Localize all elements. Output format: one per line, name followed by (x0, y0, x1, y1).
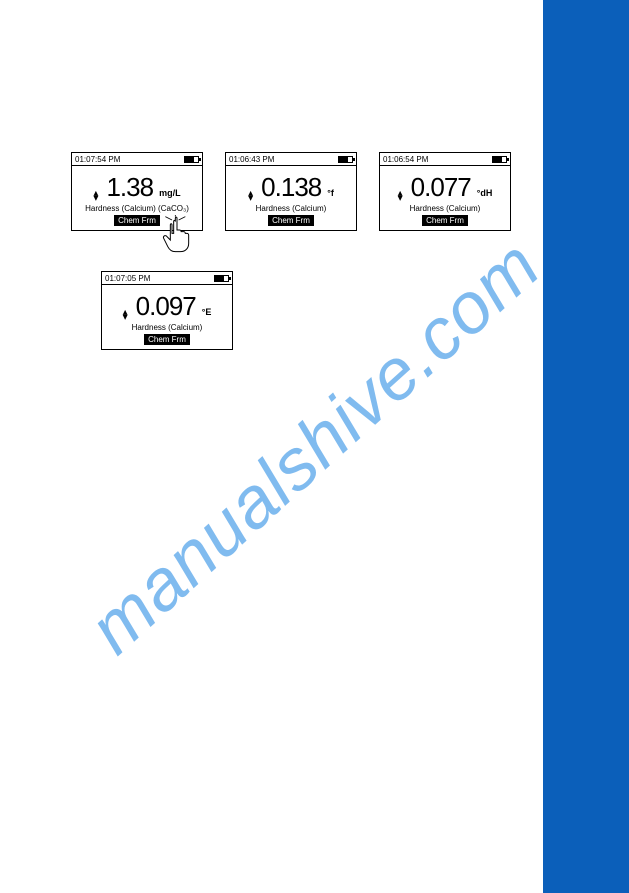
chem-frm-button[interactable]: Chem Frm (144, 334, 190, 345)
reading-label: Hardness (Calcium) (132, 323, 203, 332)
device-screen: 01:07:54 PM ▴▾ 1.38 mg/L Hardness (Calci… (71, 152, 203, 231)
updown-arrows-icon: ▴▾ (248, 191, 253, 201)
chem-frm-button[interactable]: Chem Frm (422, 215, 468, 226)
battery-fill (493, 157, 502, 162)
screens-container: 01:07:54 PM ▴▾ 1.38 mg/L Hardness (Calci… (71, 152, 511, 390)
reading-line: ▴▾ 0.097 °E (106, 291, 228, 322)
battery-icon (184, 156, 199, 163)
watermark: manualshive.com (0, 0, 629, 893)
reading-value: 0.138 (261, 172, 321, 203)
reading-label: Hardness (Calcium) (410, 204, 481, 213)
reading-label: Hardness (Calcium) (CaCO₃) (85, 204, 189, 213)
battery-icon (338, 156, 353, 163)
device-screen: 01:06:54 PM ▴▾ 0.077 °dH Hardness (Calci… (379, 152, 511, 231)
screen-header: 01:07:05 PM (102, 272, 232, 285)
reading-line: ▴▾ 1.38 mg/L (76, 172, 198, 203)
reading-unit: °dH (477, 188, 493, 198)
screens-row-1: 01:07:54 PM ▴▾ 1.38 mg/L Hardness (Calci… (71, 152, 511, 231)
screens-row-2: 01:07:05 PM ▴▾ 0.097 °E Hardness (Calciu… (101, 271, 511, 350)
updown-arrows-icon: ▴▾ (123, 310, 128, 320)
screen-header: 01:06:43 PM (226, 153, 356, 166)
screen-time: 01:06:43 PM (229, 155, 274, 164)
reading-unit: °E (202, 307, 212, 317)
reading-line: ▴▾ 0.077 °dH (384, 172, 506, 203)
chem-frm-button[interactable]: Chem Frm (114, 215, 160, 226)
screen-time: 01:06:54 PM (383, 155, 428, 164)
screen-header: 01:07:54 PM (72, 153, 202, 166)
battery-fill (185, 157, 194, 162)
screen-body: ▴▾ 0.097 °E Hardness (Calcium) Chem Frm (102, 285, 232, 349)
reading-label: Hardness (Calcium) (256, 204, 327, 213)
updown-arrows-icon: ▴▾ (398, 191, 403, 201)
screen-body: ▴▾ 0.138 °f Hardness (Calcium) Chem Frm (226, 166, 356, 230)
chem-frm-button[interactable]: Chem Frm (268, 215, 314, 226)
device-screen: 01:07:05 PM ▴▾ 0.097 °E Hardness (Calciu… (101, 271, 233, 350)
reading-unit: °f (327, 188, 334, 198)
reading-value: 0.097 (136, 291, 196, 322)
battery-fill (215, 276, 224, 281)
reading-value: 1.38 (106, 172, 153, 203)
battery-icon (492, 156, 507, 163)
screen-body: ▴▾ 0.077 °dH Hardness (Calcium) Chem Frm (380, 166, 510, 230)
updown-arrows-icon: ▴▾ (93, 191, 98, 201)
reading-unit: mg/L (159, 188, 181, 198)
reading-line: ▴▾ 0.138 °f (230, 172, 352, 203)
pointing-hand-icon (160, 215, 194, 255)
screen-header: 01:06:54 PM (380, 153, 510, 166)
reading-value: 0.077 (411, 172, 471, 203)
blue-side-stripe (543, 0, 629, 893)
screen-time: 01:07:05 PM (105, 274, 150, 283)
battery-fill (339, 157, 348, 162)
device-screen: 01:06:43 PM ▴▾ 0.138 °f Hardness (Calciu… (225, 152, 357, 231)
screen-time: 01:07:54 PM (75, 155, 120, 164)
battery-icon (214, 275, 229, 282)
